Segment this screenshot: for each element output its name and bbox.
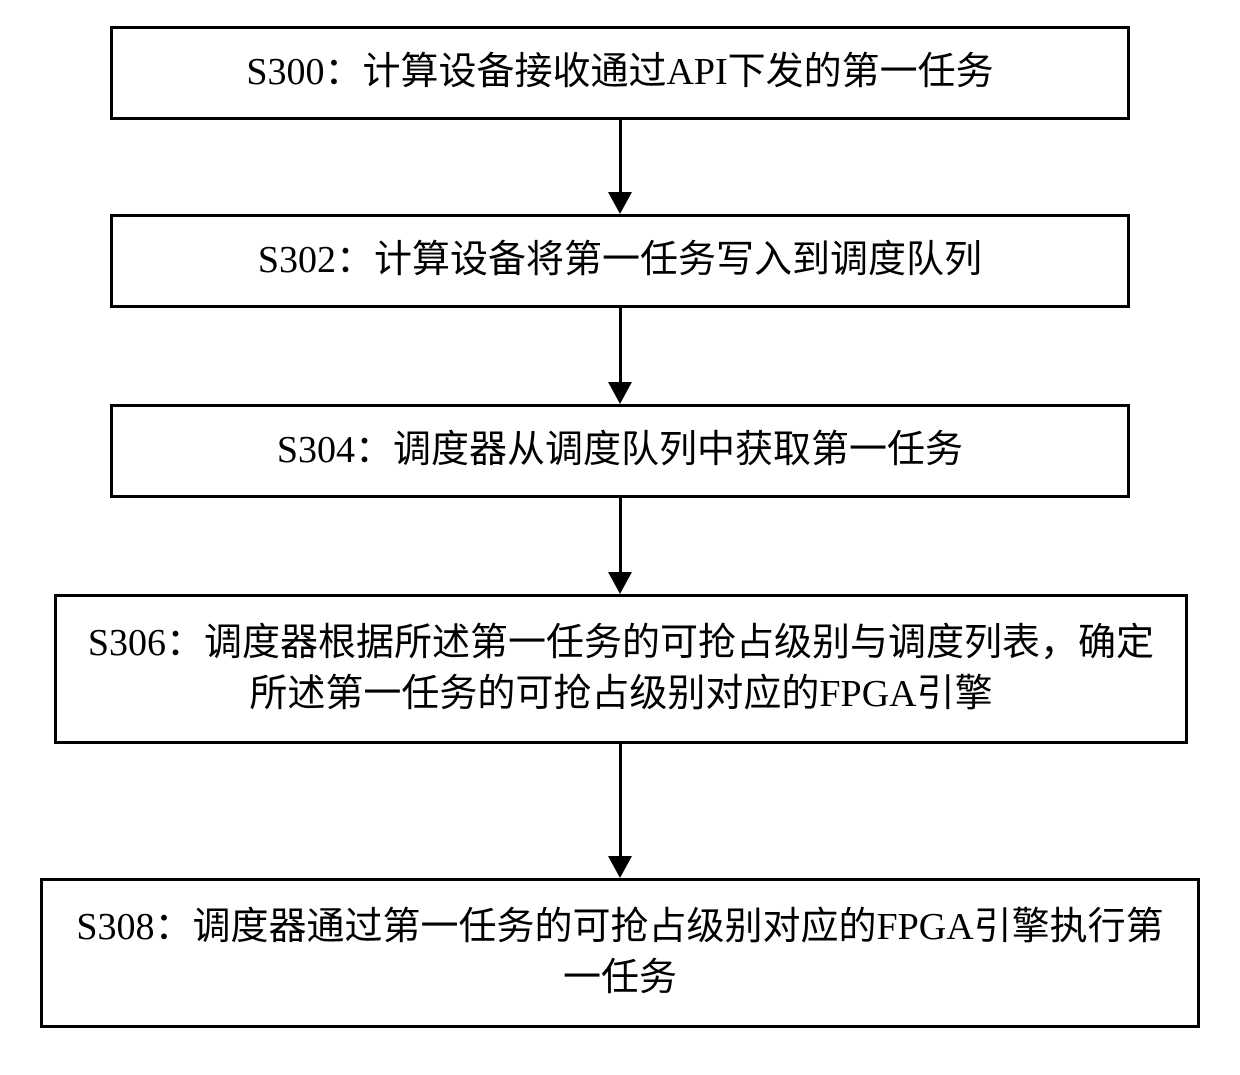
- flow-node-label: S304：调度器从调度队列中获取第一任务: [277, 425, 963, 476]
- flow-node-label: S302：计算设备将第一任务写入到调度队列: [258, 235, 982, 286]
- flow-arrow-head: [608, 856, 632, 878]
- flow-node-s308: S308：调度器通过第一任务的可抢占级别对应的FPGA引擎执行第一任务: [40, 878, 1200, 1028]
- flow-node-label: S300：计算设备接收通过API下发的第一任务: [246, 47, 993, 98]
- flow-arrow-line: [619, 120, 622, 192]
- flow-arrow-line: [619, 744, 622, 856]
- flow-node-label: S306：调度器根据所述第一任务的可抢占级别与调度列表，确定所述第一任务的可抢占…: [75, 618, 1167, 721]
- flow-node-s306: S306：调度器根据所述第一任务的可抢占级别与调度列表，确定所述第一任务的可抢占…: [54, 594, 1188, 744]
- flow-node-s304: S304：调度器从调度队列中获取第一任务: [110, 404, 1130, 498]
- flowchart-canvas: S300：计算设备接收通过API下发的第一任务 S302：计算设备将第一任务写入到…: [0, 0, 1240, 1075]
- flow-node-s302: S302：计算设备将第一任务写入到调度队列: [110, 214, 1130, 308]
- flow-node-s300: S300：计算设备接收通过API下发的第一任务: [110, 26, 1130, 120]
- flow-arrow-head: [608, 192, 632, 214]
- flow-arrow-line: [619, 308, 622, 382]
- flow-arrow-head: [608, 382, 632, 404]
- flow-arrow-line: [619, 498, 622, 572]
- flow-node-label: S308：调度器通过第一任务的可抢占级别对应的FPGA引擎执行第一任务: [61, 902, 1179, 1005]
- flow-arrow-head: [608, 572, 632, 594]
